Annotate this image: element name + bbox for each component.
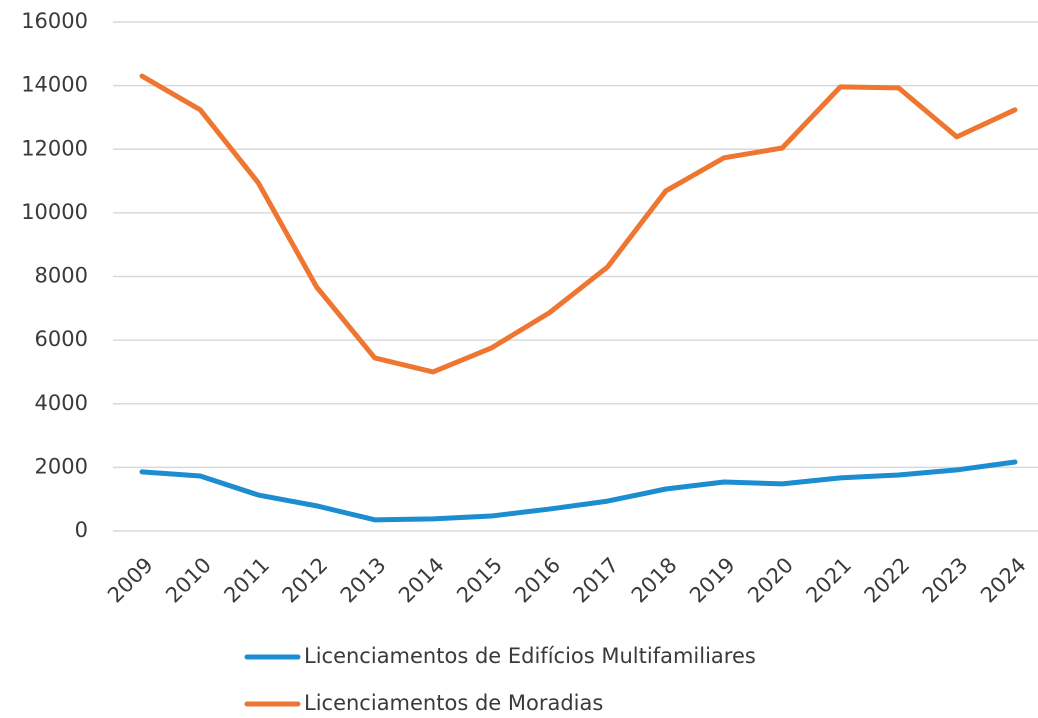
y-tick-label: 2000 xyxy=(35,454,88,478)
y-tick-label: 10000 xyxy=(21,200,88,224)
y-tick-label: 14000 xyxy=(21,73,88,97)
series-line xyxy=(139,459,1018,523)
y-tick-label: 4000 xyxy=(35,391,88,415)
x-tick-label: 2019 xyxy=(685,553,740,608)
x-tick-label: 2022 xyxy=(860,553,915,608)
y-tick-label: 0 xyxy=(75,518,88,542)
x-tick-label: 2013 xyxy=(336,553,391,608)
x-tick-label: 2012 xyxy=(278,553,333,608)
x-tick-label: 2009 xyxy=(103,553,158,608)
x-tick-label: 2010 xyxy=(161,553,216,608)
legend-label: Licenciamentos de Edifícios Multifamilia… xyxy=(304,644,756,668)
x-tick-label: 2021 xyxy=(801,553,856,608)
y-tick-label: 8000 xyxy=(35,264,88,288)
series-line xyxy=(139,73,1018,375)
legend-label: Licenciamentos de Moradias xyxy=(304,691,603,715)
x-tick-label: 2023 xyxy=(918,553,973,608)
x-tick-label: 2014 xyxy=(394,553,449,608)
x-tick-label: 2015 xyxy=(452,553,507,608)
y-tick-label: 6000 xyxy=(35,327,88,351)
x-tick-label: 2020 xyxy=(743,553,798,608)
y-tick-label: 16000 xyxy=(21,9,88,33)
y-tick-label: 12000 xyxy=(21,136,88,160)
x-tick-label: 2011 xyxy=(219,553,274,608)
x-tick-label: 2018 xyxy=(627,553,682,608)
x-tick-label: 2024 xyxy=(976,553,1031,608)
x-tick-label: 2017 xyxy=(569,553,624,608)
x-tick-label: 2016 xyxy=(510,553,565,608)
